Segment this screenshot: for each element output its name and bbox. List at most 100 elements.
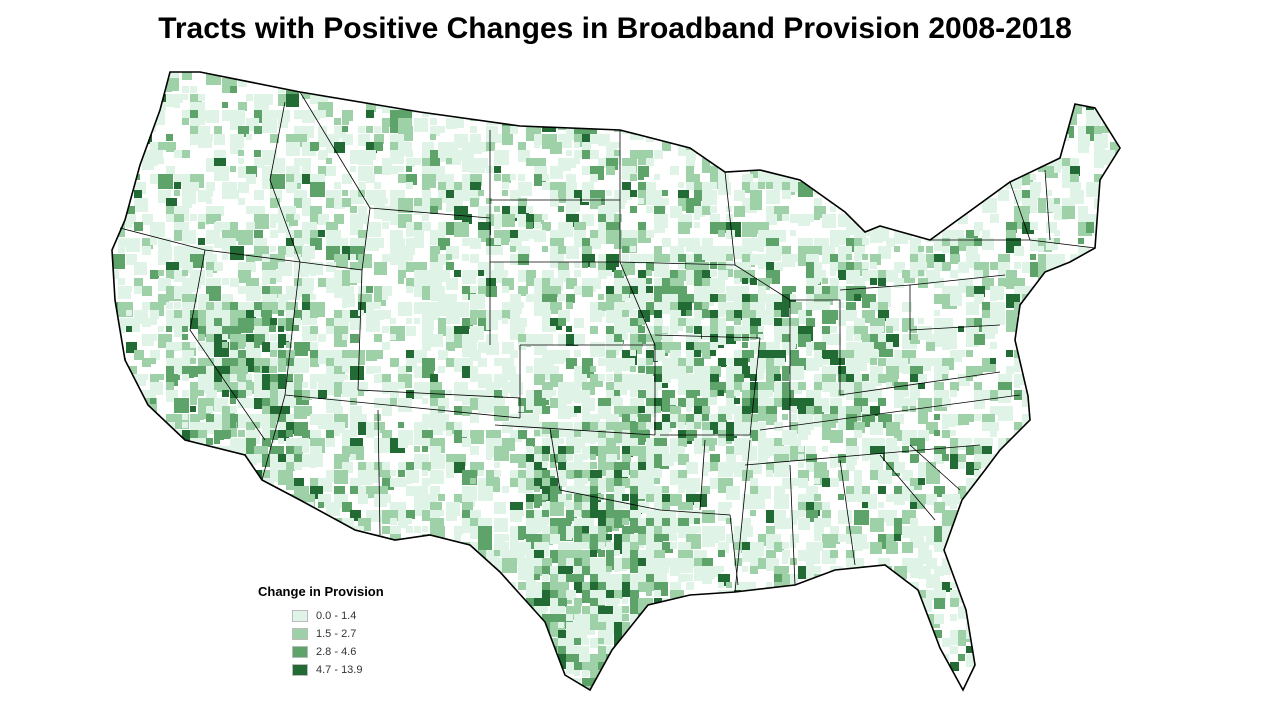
tract-cell (350, 214, 360, 224)
tract-cell (398, 262, 406, 270)
tract-cell (902, 72, 915, 83)
tract-cell (494, 78, 502, 86)
tract-cell (822, 158, 834, 170)
tract-cell (974, 382, 982, 390)
tract-cell (1038, 102, 1052, 116)
tract-cell (118, 454, 131, 467)
tract-cell (350, 366, 364, 380)
tract-cell (598, 542, 605, 549)
tract-cell (886, 342, 893, 349)
tract-cell (870, 86, 877, 93)
tract-cell (862, 542, 869, 549)
tract-cell (526, 190, 532, 196)
tract-cell (558, 182, 566, 190)
tract-cell (1046, 630, 1055, 639)
tract-cell (622, 78, 628, 84)
tract-cell (542, 566, 551, 575)
tract-cell (974, 606, 981, 613)
tract-cell (318, 566, 325, 573)
tract-cell (1038, 446, 1049, 457)
tract-cell (606, 142, 617, 153)
tract-cell (342, 334, 348, 340)
tract-cell (126, 526, 133, 533)
tract-cell (366, 542, 377, 553)
tract-cell (910, 382, 918, 390)
tract-cell (374, 78, 383, 87)
tract-cell (678, 78, 693, 93)
tract-cell (718, 550, 725, 557)
tract-cell (134, 86, 143, 95)
tract-cell (574, 606, 581, 613)
tract-cell (526, 606, 534, 614)
tract-cell (582, 86, 595, 99)
tract-cell (182, 86, 189, 93)
tract-cell (686, 262, 694, 270)
tract-cell (886, 494, 894, 502)
tract-cell (702, 510, 715, 523)
tract-cell (142, 150, 151, 159)
tract-cell (1006, 446, 1012, 452)
tract-cell (414, 278, 424, 288)
tract-cell (990, 358, 996, 364)
tract-cell (166, 302, 173, 309)
tract-cell (1054, 406, 1065, 417)
tract-cell (190, 246, 198, 254)
tract-cell (518, 318, 527, 327)
tract-cell (958, 262, 969, 273)
tract-cell (174, 366, 183, 375)
tract-cell (112, 126, 125, 141)
tract-cell (406, 254, 413, 261)
tract-cell (950, 72, 963, 83)
tract-cell (206, 558, 220, 572)
tract-cell (446, 470, 454, 478)
tract-cell (974, 550, 987, 563)
tract-cell (1054, 334, 1069, 349)
tract-cell (678, 638, 689, 649)
tract-cell (254, 534, 268, 548)
tract-cell (174, 510, 180, 516)
tract-cell (646, 630, 653, 637)
tract-cell (438, 294, 446, 302)
tract-cell (830, 206, 836, 212)
tract-cell (758, 430, 766, 438)
tract-cell (182, 478, 194, 490)
tract-cell (270, 72, 285, 85)
tract-cell (142, 590, 153, 601)
tract-cell (198, 462, 205, 469)
tract-cell (942, 342, 950, 350)
tract-cell (822, 406, 828, 412)
tract-cell (518, 326, 525, 333)
tract-cell (454, 582, 462, 590)
tract-cell (326, 166, 336, 176)
tract-cell (854, 294, 861, 301)
tract-cell (942, 638, 951, 647)
tract-cell (182, 118, 189, 125)
tract-cell (630, 302, 637, 309)
tract-cell (118, 198, 124, 204)
tract-cell (142, 550, 151, 559)
tract-cell (310, 110, 320, 120)
tract-cell (918, 630, 925, 637)
tract-cell (318, 166, 328, 176)
tract-cell (558, 606, 565, 613)
tract-cell (982, 390, 991, 399)
tract-cell (598, 510, 607, 519)
tract-cell (150, 358, 156, 364)
tract-cell (470, 302, 478, 310)
tract-cell (462, 638, 477, 653)
tract-cell (1054, 582, 1060, 588)
tract-cell (190, 470, 200, 480)
tract-cell (1118, 622, 1120, 637)
tract-cell (390, 246, 398, 254)
tract-cell (206, 110, 219, 123)
tract-cell (246, 638, 258, 650)
tract-cell (326, 72, 335, 79)
tract-cell (422, 278, 433, 289)
tract-cell (1030, 302, 1045, 317)
tract-cell (518, 534, 524, 540)
tract-cell (214, 222, 224, 232)
tract-cell (222, 622, 235, 635)
tract-cell (134, 102, 142, 110)
tract-cell (1094, 318, 1106, 330)
tract-cell (806, 318, 815, 327)
